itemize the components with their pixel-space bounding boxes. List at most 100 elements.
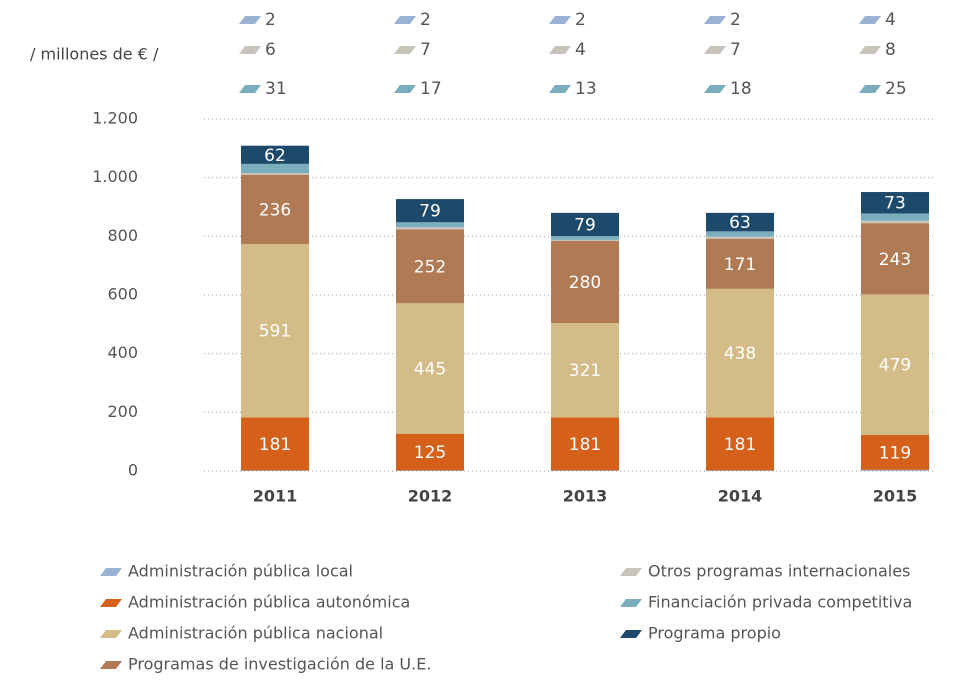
legend-label: Otros programas internacionales <box>648 562 910 581</box>
legend-label: Programa propio <box>648 624 781 643</box>
value-label: 2 <box>575 10 586 30</box>
bar-segment <box>861 192 929 214</box>
value-label: 7 <box>420 40 431 60</box>
bar-segment <box>396 199 464 223</box>
legend-icon <box>100 630 122 638</box>
bar-segment <box>551 239 619 242</box>
value-label: 2 <box>265 10 276 30</box>
legend-icon <box>549 85 571 93</box>
value-label: 79 <box>574 215 596 235</box>
bar-segment <box>551 241 619 324</box>
value-label: 62 <box>264 146 286 166</box>
value-label: 4 <box>575 40 586 60</box>
y-tick-label: 1.200 <box>92 109 138 128</box>
value-label: 18 <box>730 79 752 99</box>
value-label: 280 <box>569 273 601 293</box>
bar-segment <box>241 174 309 244</box>
legend-icon <box>100 568 122 576</box>
bar-segment <box>241 470 309 471</box>
legend-icon <box>239 85 261 93</box>
bar-segment <box>396 222 464 228</box>
y-tick-label: 200 <box>107 402 138 421</box>
value-label: 181 <box>569 435 601 455</box>
value-label: 438 <box>724 344 756 364</box>
bar-segment <box>861 294 929 435</box>
bar-segment <box>861 223 929 295</box>
legend-icon <box>100 661 122 669</box>
bar-segment <box>241 163 309 173</box>
value-label: 4 <box>885 10 896 30</box>
y-tick-label: 1.000 <box>92 167 138 186</box>
y-tick-label: 400 <box>107 343 138 362</box>
legend-icon <box>620 630 642 638</box>
bar-segment <box>861 213 929 221</box>
x-tick-label: 2015 <box>873 487 918 506</box>
legend-icon <box>620 599 642 607</box>
value-label: 591 <box>259 322 291 342</box>
value-label: 13 <box>575 79 597 99</box>
bar-segment <box>706 231 774 237</box>
legend-icon <box>394 16 416 24</box>
bar-segment <box>706 470 774 471</box>
value-label: 8 <box>885 40 896 60</box>
bar-segment <box>241 243 309 418</box>
bar-segment <box>551 323 619 418</box>
legend-icon <box>100 599 122 607</box>
legend-icon <box>704 46 726 54</box>
legend-icon <box>549 16 571 24</box>
value-label: 6 <box>265 40 276 60</box>
value-label: 445 <box>414 359 446 379</box>
value-label: 236 <box>259 200 291 220</box>
bar-segment <box>241 145 309 164</box>
bar-segment <box>706 288 774 418</box>
bar-segment <box>241 417 309 471</box>
y-tick-label: 600 <box>107 285 138 304</box>
y-tick-label: 800 <box>107 226 138 245</box>
bar-segment <box>551 470 619 471</box>
value-label: 181 <box>259 435 291 455</box>
bar-segment <box>706 417 774 471</box>
x-tick-label: 2012 <box>408 487 453 506</box>
bar-segment <box>551 212 619 237</box>
bar-segment <box>706 236 774 239</box>
bar-segment <box>396 433 464 471</box>
value-label: 321 <box>569 361 601 381</box>
bar-segment <box>396 229 464 304</box>
value-label: 119 <box>879 443 911 463</box>
legend-icon <box>620 568 642 576</box>
legend-label: Administración pública nacional <box>128 624 383 643</box>
legend-icon <box>859 16 881 24</box>
bar-segment <box>861 469 929 471</box>
bar-segment <box>551 236 619 240</box>
value-label: 31 <box>265 79 287 99</box>
x-tick-label: 2011 <box>253 487 298 506</box>
value-label: 7 <box>730 40 741 60</box>
value-label: 63 <box>729 213 751 233</box>
unit-label: / millones de € / <box>30 45 159 64</box>
bar-segment <box>241 172 309 175</box>
value-label: 2 <box>730 10 741 30</box>
y-tick-label: 0 <box>128 461 138 480</box>
value-label: 73 <box>884 194 906 214</box>
bar-segment <box>706 238 774 289</box>
legend-icon <box>859 85 881 93</box>
value-label: 252 <box>414 257 446 277</box>
legend-icon <box>394 46 416 54</box>
value-label: 171 <box>724 255 756 275</box>
legend-icon <box>549 46 571 54</box>
value-label: 25 <box>885 79 907 99</box>
legend-label: Administración pública autonómica <box>128 593 410 612</box>
value-label: 17 <box>420 79 442 99</box>
x-tick-label: 2014 <box>718 487 763 506</box>
bar-segment <box>551 417 619 471</box>
bar-segment <box>706 212 774 232</box>
value-label: 181 <box>724 435 756 455</box>
legend-label: Financiación privada competitiva <box>648 593 912 612</box>
bar-segment <box>396 227 464 230</box>
legend-icon <box>239 46 261 54</box>
value-label: 2 <box>420 10 431 30</box>
legend-icon <box>704 85 726 93</box>
legend-icon <box>394 85 416 93</box>
bar-segment <box>861 434 929 470</box>
